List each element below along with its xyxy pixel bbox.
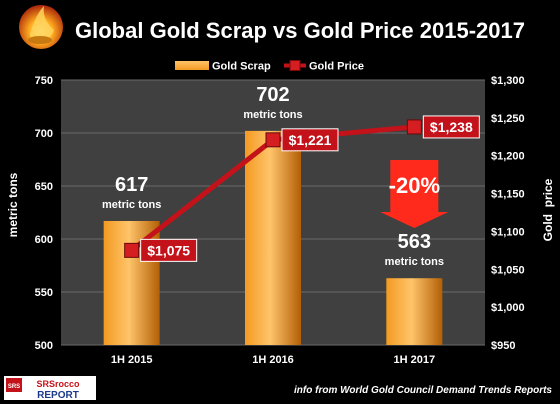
y-right-tick-label: $1,250 [491, 113, 525, 125]
price-label-box [281, 128, 339, 152]
y-axis-left-label: metric tons [6, 172, 20, 237]
svg-text:SRS: SRS [8, 384, 20, 390]
x-tick-label: 1H 2017 [394, 354, 436, 366]
legend-item-gold-price: Gold Price [284, 60, 364, 73]
y-axis-right-ticks: $950 $1,000 $1,050 $1,100 $1,150 $1,200 $1,250… [491, 75, 525, 352]
gold-price-marker [265, 132, 281, 148]
bar-value-label: 563 [398, 231, 431, 253]
y-left-tick-label: 650 [35, 181, 53, 193]
y-axis-right-label: Gold price [541, 178, 555, 241]
legend: Gold Scrap Gold Price [175, 60, 364, 73]
bar-labels: 617 metric tons 702 metric tons 563 metric to… [102, 84, 444, 268]
svg-text:REPORT: REPORT [37, 390, 79, 401]
y-right-tick-label: $1,150 [491, 189, 525, 201]
x-tick-label: 1H 2015 [111, 354, 153, 366]
price-label: $1,075 [147, 242, 190, 258]
y-right-tick-label: $1,050 [491, 264, 525, 276]
y-left-tick-label: 500 [35, 340, 53, 352]
gold-price-marker [124, 242, 140, 258]
price-label-box [140, 238, 198, 262]
decline-arrow-icon [380, 160, 449, 228]
decline-annotation: -20% [380, 160, 449, 228]
svg-text:SRSrocco: SRSrocco [36, 379, 80, 389]
x-tick-label: 1H 2016 [252, 354, 294, 366]
y-left-tick-label: 750 [35, 75, 53, 87]
chart-title: Global Gold Scrap vs Gold Price 2015-201… [75, 18, 525, 43]
price-label: $1,221 [289, 132, 332, 148]
bar-value-label: 702 [256, 84, 289, 106]
bar-value-label: 617 [115, 174, 148, 196]
y-left-tick-label: 550 [35, 287, 53, 299]
price-label-box [422, 115, 480, 139]
legend-swatch-gold-scrap [175, 61, 209, 70]
y-right-tick-label: $950 [491, 340, 515, 352]
legend-item-gold-scrap: Gold Scrap [175, 61, 271, 73]
bar-gold-scrap [245, 130, 301, 345]
y-axis-left-ticks: 500 550 600 650 700 750 [35, 75, 53, 352]
price-labels: $1,075 $1,221 $1,238 [140, 115, 480, 262]
bar-unit-label: metric tons [243, 109, 302, 121]
bar-unit-label: metric tons [385, 256, 444, 268]
y-right-tick-label: $1,200 [491, 151, 525, 163]
y-right-tick-label: $1,300 [491, 75, 525, 87]
bar-gold-scrap [386, 278, 443, 345]
srsrocco-report-logo: SRS SRSrocco REPORT [4, 376, 96, 401]
legend-marker-gold-price [289, 60, 301, 71]
gold-emblem-icon [19, 5, 63, 49]
gold-price-marker [406, 119, 422, 135]
legend-label-gold-price: Gold Price [309, 61, 364, 73]
bar-unit-label: metric tons [102, 199, 161, 211]
x-axis-ticks: 1H 2015 1H 2016 1H 2017 [111, 354, 435, 366]
decline-percentage-label: -20% [389, 173, 440, 198]
source-note: info from World Gold Council Demand Tren… [294, 385, 552, 396]
price-label: $1,238 [430, 119, 473, 135]
y-left-tick-label: 700 [35, 128, 53, 140]
y-right-tick-label: $1,100 [491, 226, 525, 238]
price-line [124, 119, 422, 258]
y-left-tick-label: 600 [35, 234, 53, 246]
y-right-tick-label: $1,000 [491, 302, 525, 314]
legend-label-gold-scrap: Gold Scrap [212, 61, 271, 73]
